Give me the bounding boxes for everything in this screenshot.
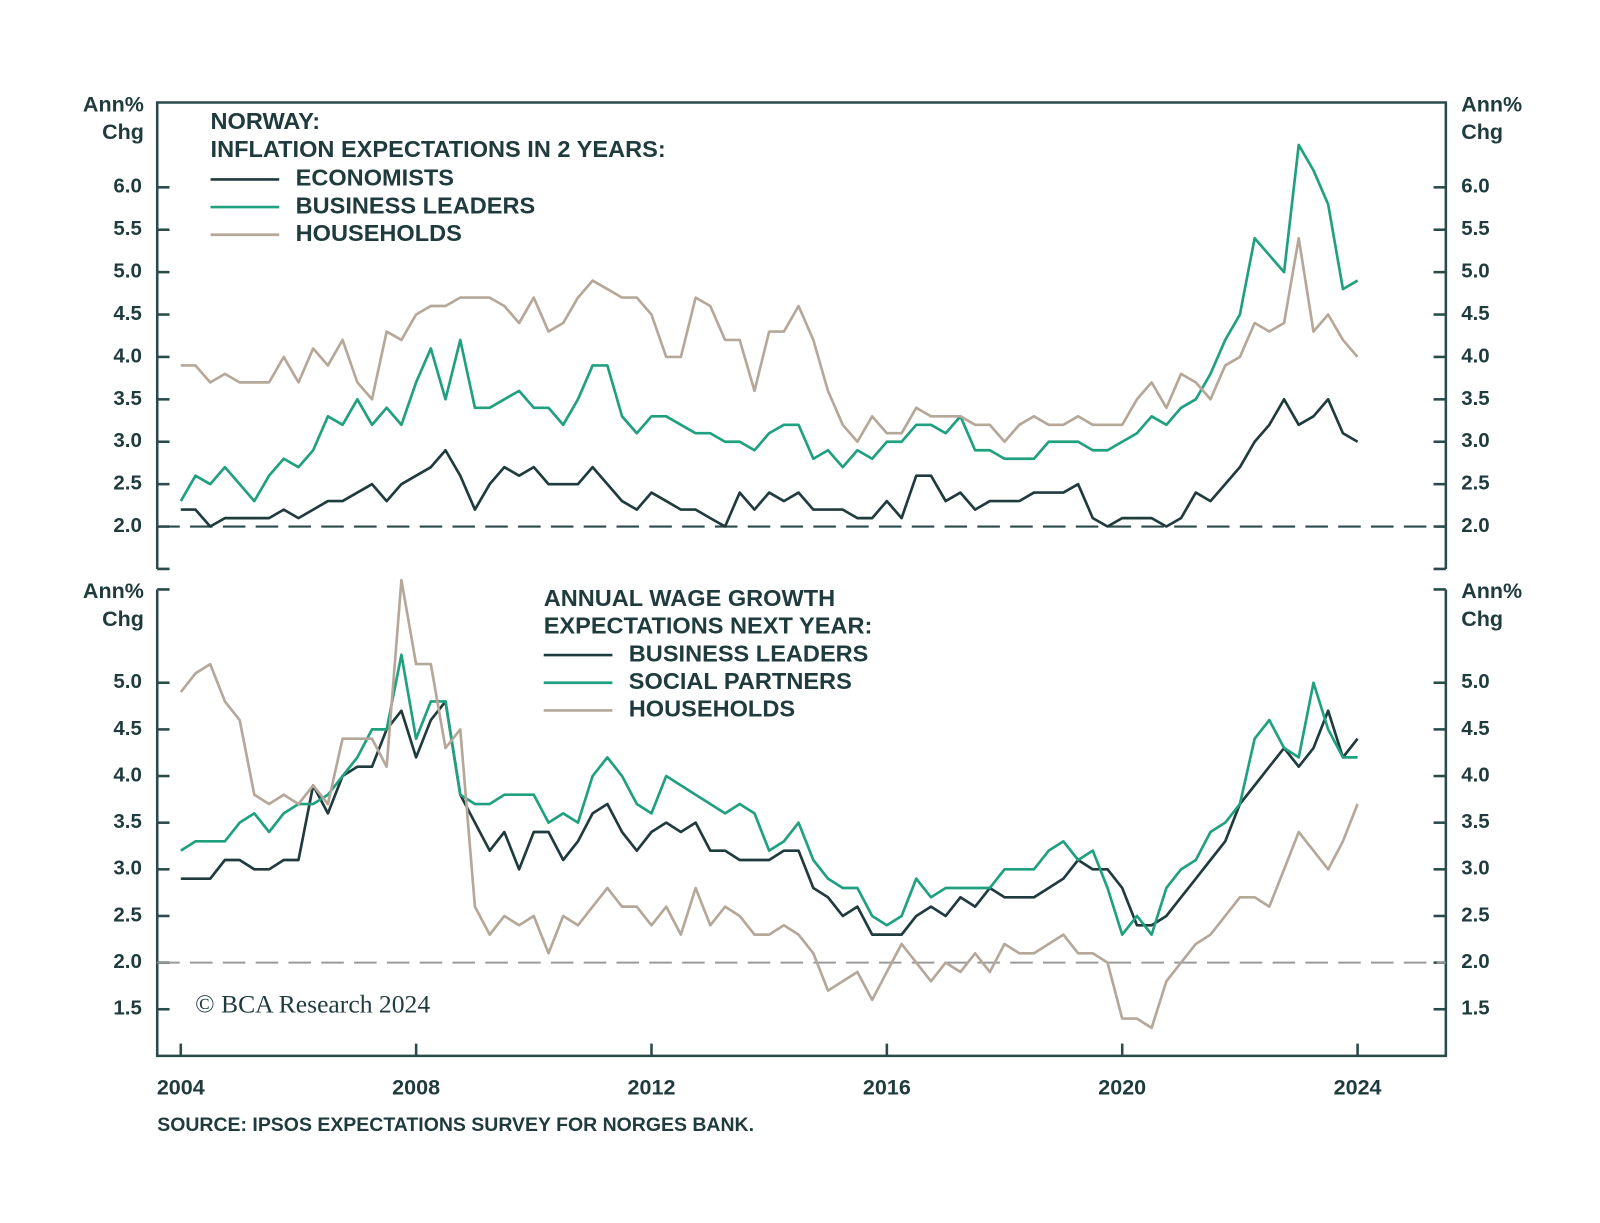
y-tick-label: 3.5 <box>113 387 142 410</box>
y-tick-label: 4.0 <box>1461 763 1490 786</box>
series-line <box>180 700 1359 936</box>
y-tick-label: 2.0 <box>1461 514 1490 537</box>
y-tick-label: 5.0 <box>1461 260 1490 283</box>
y-tick-label: 4.5 <box>113 717 142 740</box>
y-axis-label: Chg <box>102 607 144 631</box>
y-tick-label: 1.5 <box>113 997 142 1020</box>
y-tick-label: 6.0 <box>113 175 142 198</box>
watermark: © BCA Research 2024 <box>195 990 430 1019</box>
y-axis-label: Chg <box>1461 607 1503 631</box>
y-tick-label: 5.0 <box>113 670 142 693</box>
y-axis-label: Ann% <box>1461 579 1522 603</box>
x-tick-label: 2024 <box>1334 1075 1382 1099</box>
chart-title: NORWAY: <box>211 108 321 134</box>
y-axis-label: Ann% <box>83 92 144 116</box>
series-line <box>180 653 1358 936</box>
y-tick-label: 3.0 <box>113 429 142 452</box>
y-tick-label: 3.5 <box>1461 387 1490 410</box>
chart-title: INFLATION EXPECTATIONS IN 2 YEARS: <box>211 136 666 162</box>
source-note: SOURCE: IPSOS EXPECTATIONS SURVEY FOR NO… <box>157 1114 754 1136</box>
y-tick-label: 5.0 <box>1461 670 1490 693</box>
y-tick-label: 2.5 <box>1461 472 1490 495</box>
legend-label: ECONOMISTS <box>296 165 454 191</box>
x-tick-label: 2004 <box>157 1075 205 1099</box>
x-tick-label: 2008 <box>392 1075 440 1099</box>
y-tick-label: 4.5 <box>1461 717 1490 740</box>
y-tick-label: 4.5 <box>1461 302 1490 325</box>
y-tick-label: 2.0 <box>1461 950 1490 973</box>
y-tick-label: 4.0 <box>113 344 142 367</box>
y-tick-label: 2.5 <box>113 903 142 926</box>
x-tick-label: 2012 <box>628 1075 676 1099</box>
y-tick-label: 3.0 <box>1461 429 1490 452</box>
legend-label: SOCIAL PARTNERS <box>629 668 852 694</box>
panel-frame <box>155 101 1448 571</box>
y-tick-label: 3.5 <box>113 810 142 833</box>
x-tick-label: 2020 <box>1098 1075 1146 1099</box>
y-tick-label: 3.0 <box>113 857 142 880</box>
chart-title: ANNUAL WAGE GROWTH <box>544 585 835 611</box>
y-tick-label: 4.5 <box>113 302 142 325</box>
legend-label: BUSINESS LEADERS <box>629 640 869 666</box>
y-axis-label: Chg <box>1461 120 1503 144</box>
y-tick-label: 2.5 <box>1461 903 1490 926</box>
y-tick-label: 5.5 <box>113 217 142 240</box>
series-line <box>179 143 1359 503</box>
y-axis-label: Ann% <box>83 579 144 603</box>
y-tick-label: 1.5 <box>1461 997 1490 1020</box>
x-tick-label: 2016 <box>863 1075 911 1099</box>
series-line <box>179 578 1359 1030</box>
y-axis-label: Chg <box>102 120 144 144</box>
series-line <box>180 236 1359 444</box>
legend-label: HOUSEHOLDS <box>296 220 462 246</box>
y-tick-label: 5.0 <box>113 260 142 283</box>
y-tick-label: 4.0 <box>1461 344 1490 367</box>
y-tick-label: 2.5 <box>113 472 142 495</box>
y-tick-label: 2.0 <box>113 950 142 973</box>
y-tick-label: 4.0 <box>113 763 142 786</box>
legend-label: BUSINESS LEADERS <box>296 192 536 218</box>
chart-title: EXPECTATIONS NEXT YEAR: <box>544 613 873 639</box>
y-tick-label: 6.0 <box>1461 175 1490 198</box>
y-tick-label: 3.0 <box>1461 857 1490 880</box>
y-axis-label: Ann% <box>1461 92 1522 116</box>
y-tick-label: 3.5 <box>1461 810 1490 833</box>
y-tick-label: 5.5 <box>1461 217 1490 240</box>
y-tick-label: 2.0 <box>113 514 142 537</box>
legend-label: HOUSEHOLDS <box>629 696 795 722</box>
series-line <box>180 397 1359 528</box>
